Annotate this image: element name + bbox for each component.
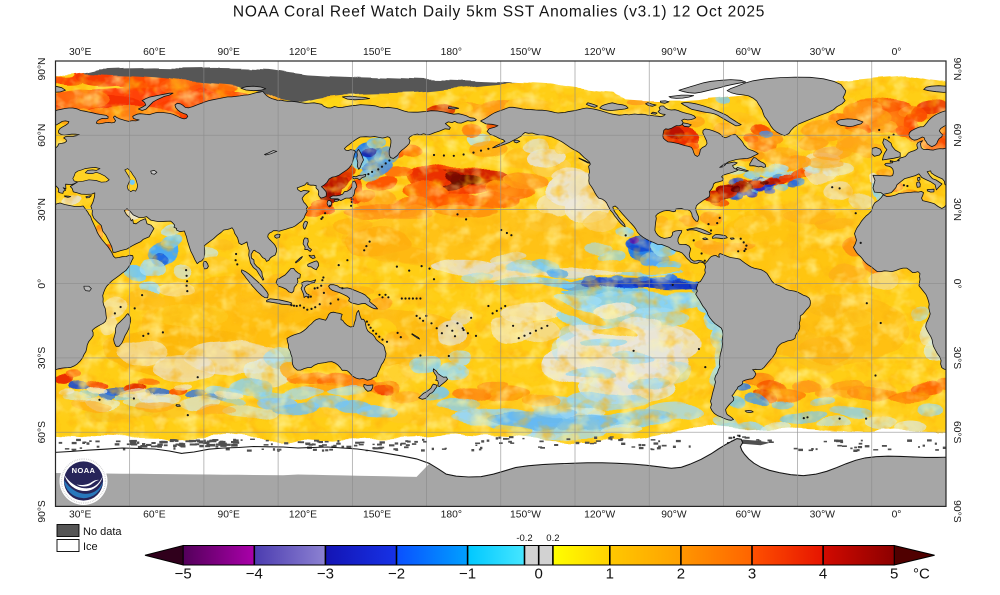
svg-text:60°N: 60°N: [37, 124, 48, 147]
svg-text:NOAA: NOAA: [72, 466, 96, 475]
svg-text:30°W: 30°W: [810, 47, 836, 58]
svg-text:0: 0: [535, 566, 543, 583]
svg-text:NOAA Coral Reef Watch Daily 5k: NOAA Coral Reef Watch Daily 5km SST Anom…: [233, 4, 765, 21]
svg-text:30°S: 30°S: [951, 347, 962, 370]
svg-text:150°E: 150°E: [363, 47, 391, 58]
svg-text:120°E: 120°E: [289, 47, 317, 58]
svg-text:60°S: 60°S: [37, 421, 48, 444]
svg-text:150°E: 150°E: [363, 510, 391, 521]
svg-text:90°N: 90°N: [37, 57, 48, 80]
svg-text:120°W: 120°W: [584, 47, 615, 58]
svg-text:0°: 0°: [37, 279, 48, 289]
svg-text:30°W: 30°W: [810, 510, 836, 521]
svg-text:90°E: 90°E: [217, 510, 240, 521]
svg-text:30°N: 30°N: [951, 198, 962, 221]
svg-text:60°N: 60°N: [951, 124, 962, 147]
svg-text:30°N: 30°N: [37, 198, 48, 221]
svg-text:No data: No data: [83, 526, 122, 538]
svg-text:90°W: 90°W: [661, 510, 687, 521]
svg-text:30°E: 30°E: [69, 47, 92, 58]
svg-text:4: 4: [819, 566, 827, 583]
svg-text:−2: −2: [388, 566, 405, 583]
svg-text:1: 1: [606, 566, 614, 583]
svg-text:0°: 0°: [951, 279, 962, 289]
svg-text:90°S: 90°S: [37, 500, 48, 523]
svg-text:90°E: 90°E: [217, 47, 240, 58]
svg-text:60°W: 60°W: [735, 47, 761, 58]
svg-text:120°W: 120°W: [584, 510, 615, 521]
svg-text:30°S: 30°S: [37, 347, 48, 370]
svg-text:60°W: 60°W: [735, 510, 761, 521]
svg-text:120°E: 120°E: [289, 510, 317, 521]
svg-text:°C: °C: [913, 566, 930, 583]
svg-text:90°S: 90°S: [951, 500, 962, 523]
svg-text:180°: 180°: [441, 47, 462, 58]
svg-text:0.2: 0.2: [546, 533, 559, 544]
svg-text:60°E: 60°E: [143, 510, 166, 521]
svg-text:0°: 0°: [892, 510, 902, 521]
svg-text:30°E: 30°E: [69, 510, 92, 521]
svg-text:Ice: Ice: [83, 541, 98, 553]
svg-text:150°W: 150°W: [510, 510, 541, 521]
svg-text:5: 5: [890, 566, 898, 583]
svg-text:90°W: 90°W: [661, 47, 687, 58]
svg-text:3: 3: [748, 566, 756, 583]
svg-text:−3: −3: [317, 566, 334, 583]
svg-text:0°: 0°: [892, 47, 902, 58]
svg-text:90°N: 90°N: [951, 57, 962, 80]
svg-text:−4: −4: [246, 566, 263, 583]
svg-text:150°W: 150°W: [510, 47, 541, 58]
svg-text:180°: 180°: [441, 510, 462, 521]
svg-text:60°E: 60°E: [143, 47, 166, 58]
svg-text:−5: −5: [175, 566, 192, 583]
svg-text:-0.2: -0.2: [516, 533, 532, 544]
svg-text:2: 2: [677, 566, 685, 583]
svg-text:60°S: 60°S: [951, 421, 962, 444]
svg-text:−1: −1: [459, 566, 476, 583]
